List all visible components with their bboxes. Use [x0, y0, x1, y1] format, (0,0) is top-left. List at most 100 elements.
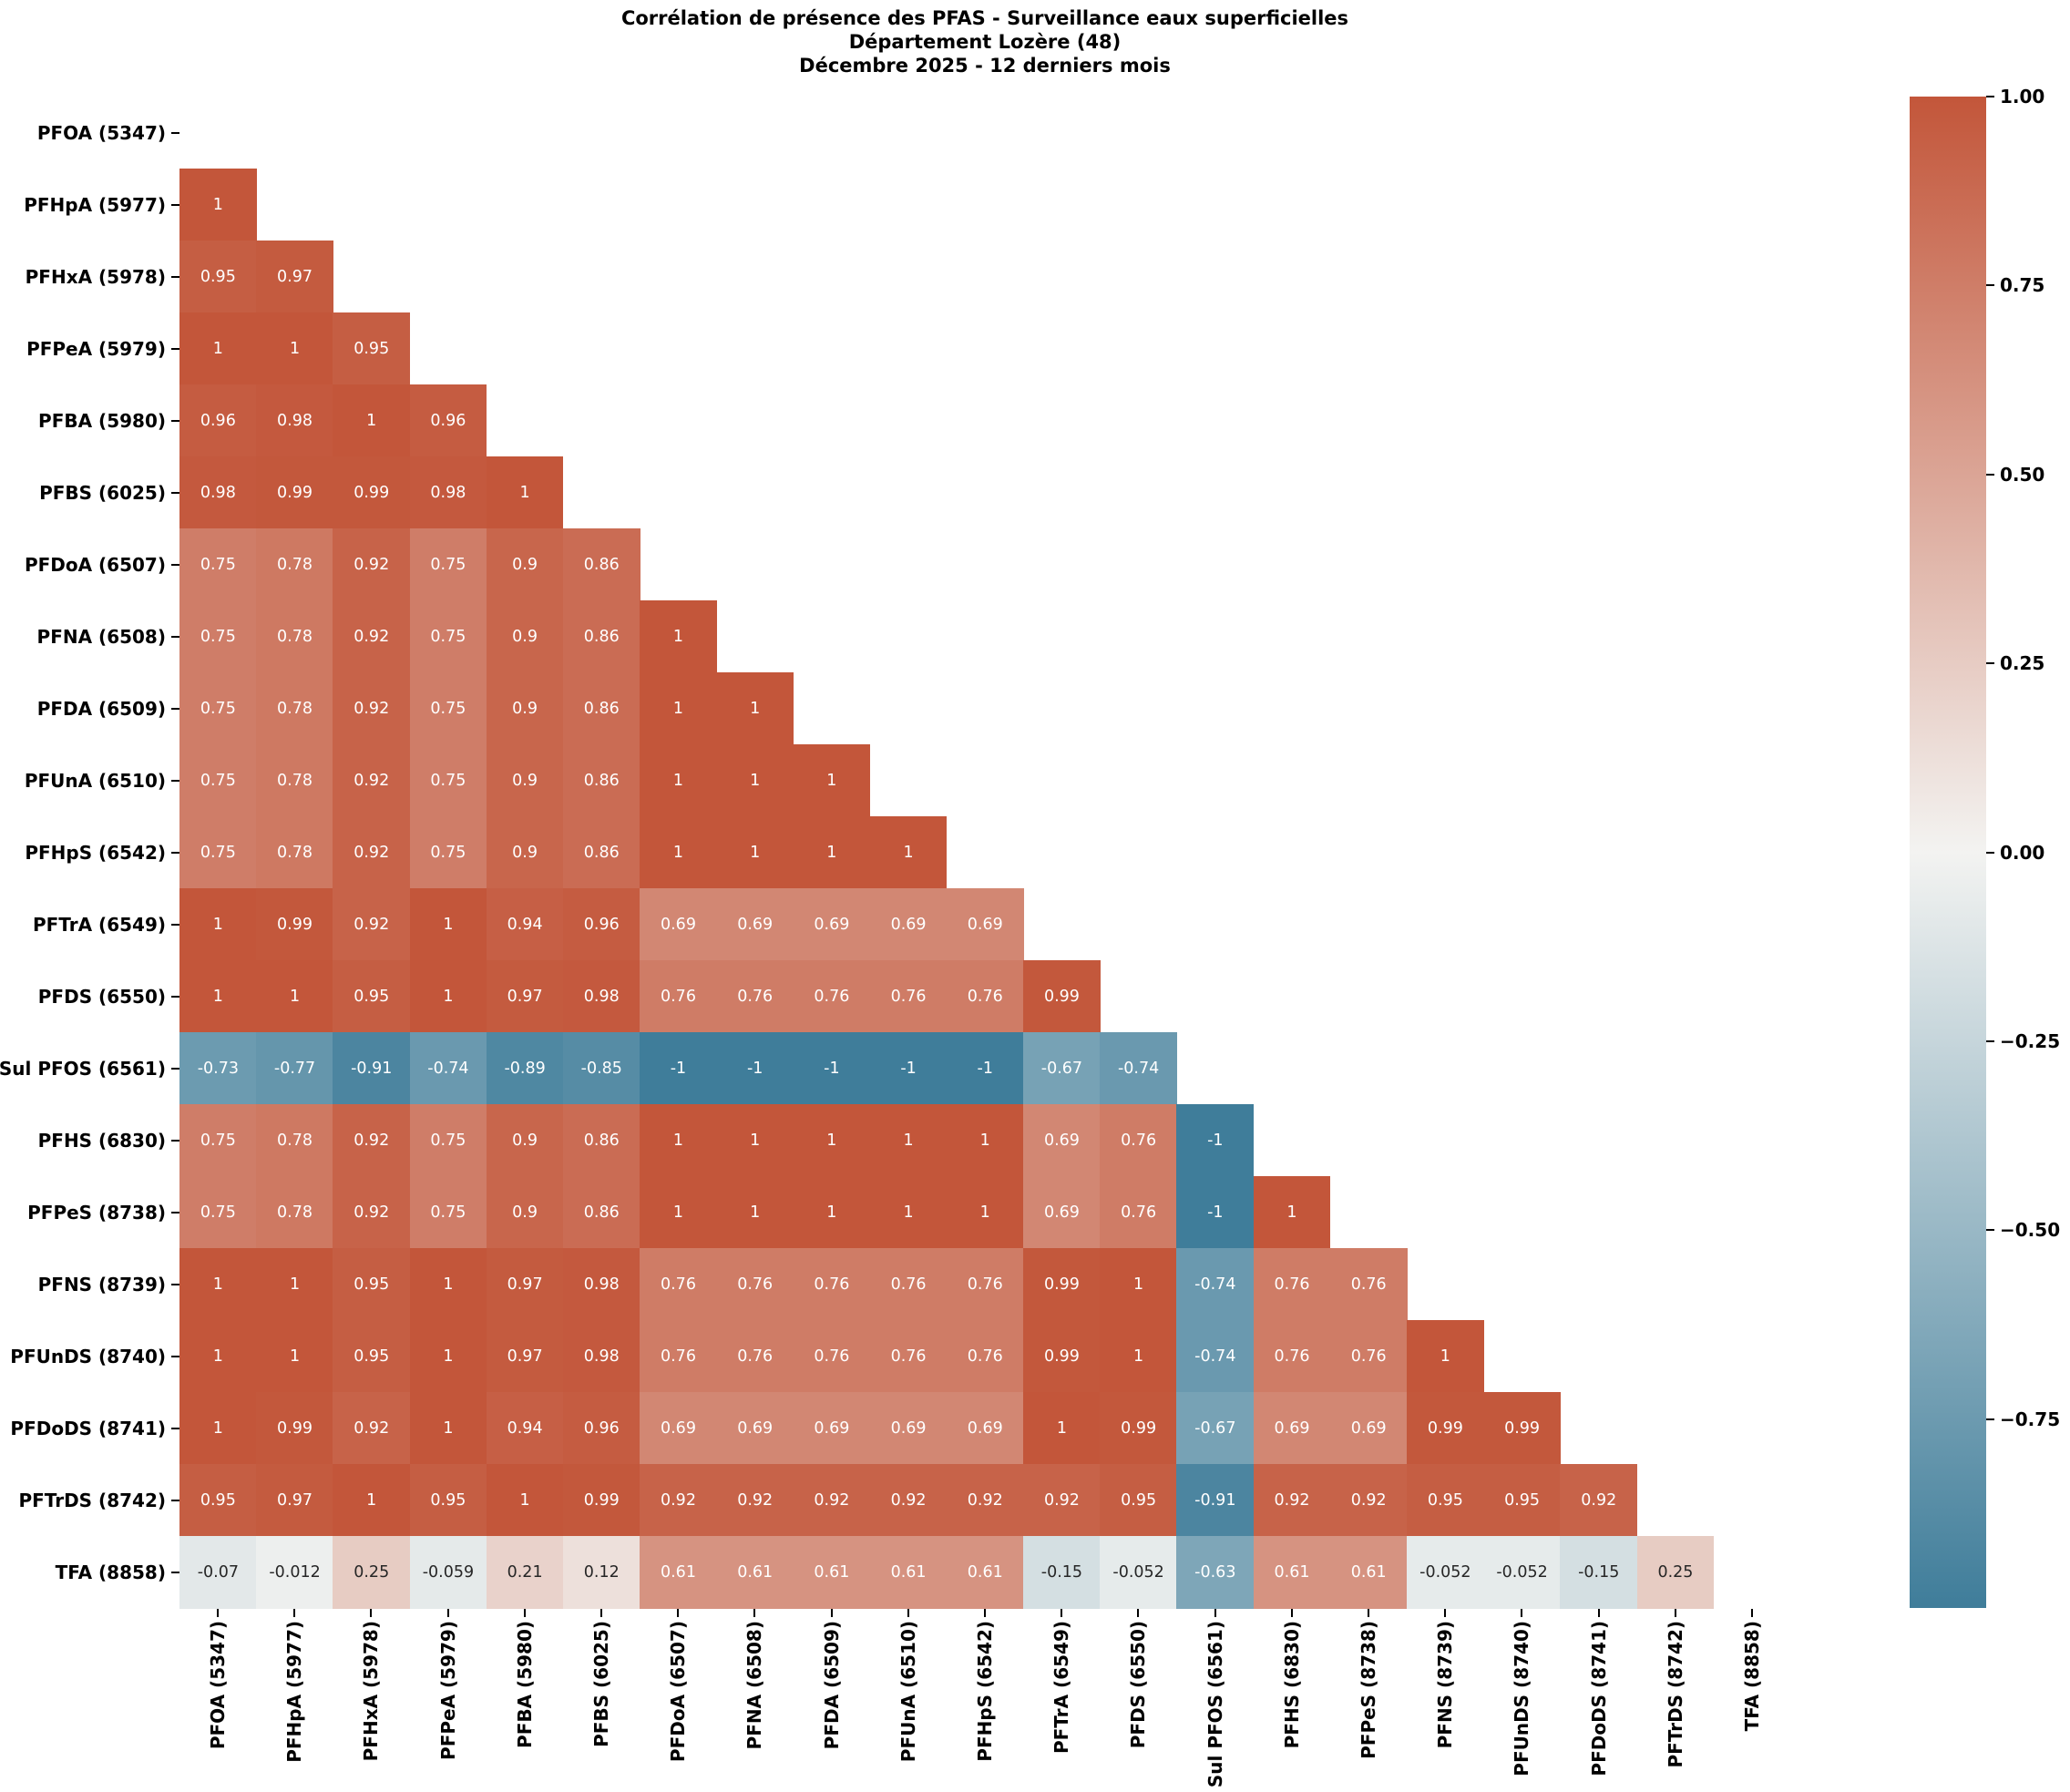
heatmap-cell: 0.99: [256, 888, 333, 961]
heatmap-cell: 0.95: [1407, 1464, 1484, 1537]
heatmap-cell: 0.86: [563, 744, 640, 817]
heatmap-cell: 0.9: [487, 672, 564, 745]
heatmap-cell: 1: [179, 1392, 257, 1465]
cell-value: 1: [980, 1203, 990, 1222]
heatmap-cell: 0.61: [716, 1536, 794, 1609]
cell-value: 0.69: [1044, 1203, 1080, 1222]
heatmap-cell: 0.75: [410, 1104, 487, 1177]
cell-value: 0.75: [430, 1203, 466, 1222]
x-axis-tick: [1675, 1609, 1676, 1617]
heatmap-cell: 0.61: [1254, 1536, 1331, 1609]
x-axis-tick: [370, 1609, 372, 1617]
heatmap-cell: 1: [256, 1248, 333, 1321]
colorbar-tick: [1986, 1229, 1994, 1231]
y-axis-tick: [171, 348, 179, 350]
cell-value: 0.94: [507, 916, 543, 934]
heatmap-cell: 1: [256, 960, 333, 1033]
heatmap-cell: -0.74: [1176, 1248, 1254, 1321]
heatmap-cell: 1: [640, 1104, 717, 1177]
heatmap-cell: 0.69: [1330, 1392, 1408, 1465]
x-axis-tick-label: PFOA (5347): [206, 1621, 230, 1749]
y-axis-tick-label: PFBS (6025): [0, 456, 166, 528]
heatmap-cell: -0.07: [179, 1536, 257, 1609]
heatmap-cell: 0.76: [716, 1248, 794, 1321]
heatmap-cell: -1: [947, 1032, 1024, 1105]
heatmap-cell: 0.98: [563, 960, 640, 1033]
heatmap-cell: -0.74: [1100, 1032, 1177, 1105]
cell-value: 0.99: [1044, 1275, 1080, 1294]
heatmap-cell: 0.97: [487, 960, 564, 1033]
cell-value: 1: [213, 1275, 223, 1294]
heatmap-cell: 0.99: [333, 456, 410, 529]
cell-value: 1: [826, 1203, 836, 1222]
heatmap-cell: 0.92: [333, 1392, 410, 1465]
cell-value: -0.052: [1112, 1563, 1163, 1582]
heatmap-cell: 0.76: [794, 1248, 871, 1321]
y-axis-tick: [171, 1212, 179, 1213]
heatmap-cell: 0.99: [1100, 1392, 1177, 1465]
heatmap-cell: 0.75: [410, 672, 487, 745]
cell-value: 1: [826, 772, 836, 790]
heatmap-cell: 1: [716, 1176, 794, 1249]
heatmap-cell: -1: [794, 1032, 871, 1105]
colorbar-tick: [1986, 1040, 1994, 1042]
x-axis-tick: [600, 1609, 602, 1617]
heatmap-cell: 0.75: [410, 816, 487, 889]
cell-value: 0.69: [661, 1419, 696, 1438]
heatmap-cell: 0.94: [487, 1392, 564, 1465]
heatmap-cell: 0.99: [256, 456, 333, 529]
heatmap-cell: 0.99: [1023, 1248, 1101, 1321]
cell-value: 0.9: [512, 772, 538, 790]
cell-value: 0.69: [1044, 1132, 1080, 1150]
cell-value: -0.67: [1194, 1419, 1235, 1438]
heatmap-cell: 0.76: [1100, 1104, 1177, 1177]
cell-value: 0.78: [277, 1132, 313, 1150]
cell-value: -0.15: [1578, 1563, 1619, 1582]
heatmap-cell: 0.78: [256, 816, 333, 889]
heatmap-cell: -1: [1176, 1176, 1254, 1249]
heatmap-cell: -0.63: [1176, 1536, 1254, 1609]
heatmap-cell: 0.98: [563, 1320, 640, 1393]
cell-value: 1: [366, 412, 376, 430]
x-axis-tick: [293, 1609, 295, 1617]
cell-value: 0.99: [277, 916, 313, 934]
x-axis-tick: [753, 1609, 755, 1617]
heatmap-cell: 0.92: [1560, 1464, 1637, 1537]
cell-value: -0.15: [1041, 1563, 1082, 1582]
y-axis-tick-label: Sul PFOS (6561): [0, 1032, 166, 1104]
y-axis-tick-label: PFNA (6508): [0, 600, 166, 672]
heatmap-cell: 0.86: [563, 528, 640, 601]
cell-value: 1: [673, 1203, 683, 1222]
cell-value: 0.25: [354, 1563, 389, 1582]
heatmap-cell: 0.99: [1023, 960, 1101, 1033]
heatmap-cell: 0.25: [1637, 1536, 1715, 1609]
heatmap-cell: 0.78: [256, 672, 333, 745]
cell-value: 1: [443, 916, 453, 934]
cell-value: 0.97: [507, 1347, 543, 1366]
cell-value: 0.76: [1121, 1132, 1156, 1150]
heatmap-cell: 0.76: [1254, 1248, 1331, 1321]
cell-value: 1: [1133, 1347, 1143, 1366]
x-axis-tick-label: Sul PFOS (6561): [1204, 1621, 1227, 1787]
cell-value: 1: [443, 1347, 453, 1366]
colorbar-tick: [1986, 474, 1994, 476]
cell-value: 0.9: [512, 1132, 538, 1150]
heatmap-cell: 0.75: [179, 1176, 257, 1249]
heatmap-cell: 0.92: [1254, 1464, 1331, 1537]
heatmap-cell: 0.92: [333, 528, 410, 601]
cell-value: 1: [750, 772, 760, 790]
heatmap-cell: 0.61: [794, 1536, 871, 1609]
cell-value: 0.95: [1121, 1491, 1156, 1510]
cell-value: 1: [980, 1132, 990, 1150]
colorbar-tick-label: 0.25: [2000, 651, 2044, 675]
cell-value: -0.91: [351, 1060, 392, 1078]
cell-value: 0.61: [968, 1563, 1003, 1582]
heatmap-cell: 1: [179, 1248, 257, 1321]
cell-value: 0.99: [584, 1491, 620, 1510]
cell-value: 0.98: [430, 484, 466, 502]
cell-value: -1: [1207, 1132, 1223, 1150]
cell-value: 0.76: [737, 1275, 773, 1294]
heatmap-cell: 0.92: [333, 1104, 410, 1177]
heatmap-cell: -1: [640, 1032, 717, 1105]
heatmap-cell: 1: [716, 672, 794, 745]
